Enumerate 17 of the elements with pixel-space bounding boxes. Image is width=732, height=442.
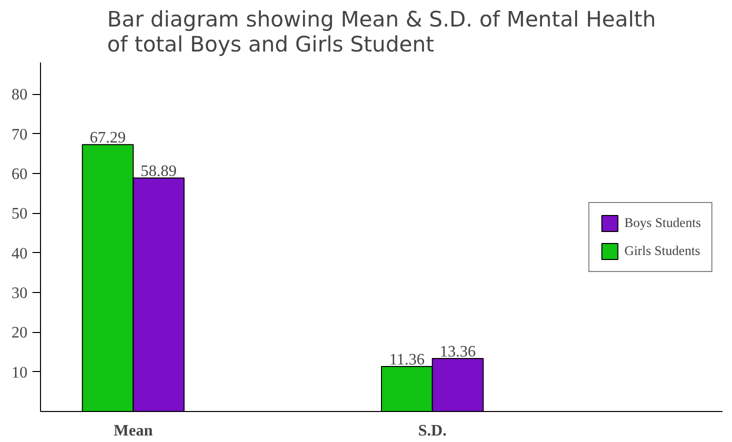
chart-title: Bar diagram showing Mean & S.D. of Mental Health of total Boys and Girls Student <box>107 8 656 58</box>
y-tick-label: 80 <box>12 86 28 104</box>
x-tick-label: S.D. <box>418 422 447 440</box>
y-tick-label: 40 <box>12 245 28 262</box>
y-tick-label: 60 <box>12 166 28 184</box>
y-tick-label: 30 <box>12 285 28 302</box>
data-label: 58.89 <box>140 162 177 180</box>
legend-label: Girls Students <box>624 242 700 258</box>
y-tick-label: 50 <box>12 206 28 223</box>
y-tick-label: 20 <box>12 324 28 342</box>
data-label: 11.36 <box>389 351 425 368</box>
y-tick-label: 10 <box>12 364 28 382</box>
y-tick-label: 70 <box>12 126 28 144</box>
data-label: 67.29 <box>90 130 126 147</box>
x-tick-label: Mean <box>114 422 153 440</box>
data-label: 13.36 <box>440 344 476 361</box>
legend-label: Boys Students <box>624 214 701 230</box>
